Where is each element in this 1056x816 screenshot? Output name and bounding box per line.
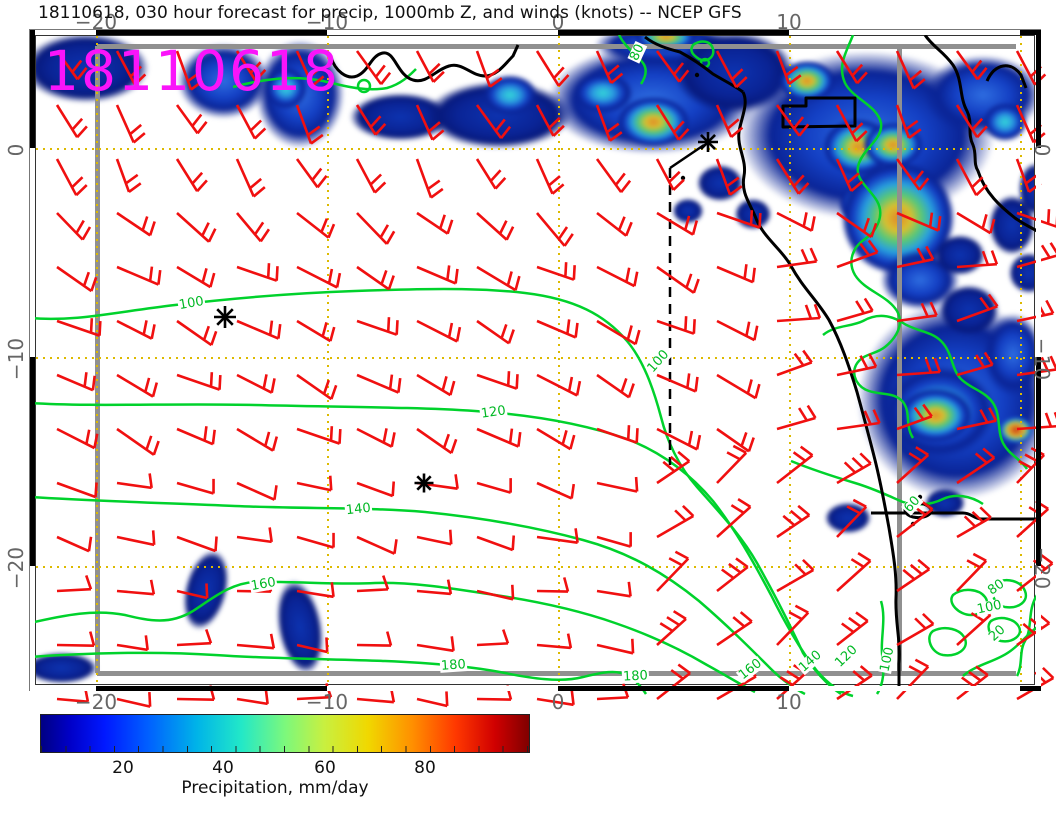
- precip-blob: [938, 284, 1000, 336]
- lon-tick-label-top: −20: [74, 10, 118, 34]
- precip-blob: [696, 164, 744, 202]
- figure-title: 18110618, 030 hour forecast for precip, …: [38, 3, 742, 23]
- lat-tick-label-left: 0: [4, 143, 28, 157]
- colorbar-title: Precipitation, mm/day: [181, 778, 369, 798]
- domain-boundary-line: [897, 46, 902, 673]
- frame-segment: [789, 30, 1020, 35]
- frame-segment: [558, 30, 789, 35]
- run-timestamp-overlay: 18110618: [44, 39, 340, 103]
- precip-blob: [672, 198, 704, 224]
- lon-tick-label-top: 10: [776, 10, 802, 34]
- frame-segment: [789, 686, 1020, 691]
- lat-tick-label-right: 0: [1030, 143, 1054, 157]
- precip-blob: [778, 60, 836, 102]
- precip-blob: [174, 543, 238, 637]
- colorbar-tick-label: 60: [314, 758, 336, 778]
- precip-blob: [824, 502, 872, 534]
- lon-tick-label-bottom: 10: [776, 690, 802, 714]
- precipitation-shading-layer: [36, 36, 1034, 684]
- colorbar-minor-ticks: [41, 746, 528, 752]
- lat-gridline: [36, 357, 1034, 359]
- lat-tick-label-right: −10: [1030, 337, 1054, 381]
- lat-gridline: [36, 566, 1034, 568]
- lon-gridline: [327, 36, 329, 684]
- precip-blob: [898, 388, 973, 443]
- frame-segment: [30, 357, 35, 566]
- frame-segment: [327, 686, 558, 691]
- lon-gridline: [789, 36, 791, 684]
- lat-tick-label-right: −20: [1030, 546, 1054, 590]
- frame-segment: [30, 30, 35, 148]
- domain-boundary-line: [97, 44, 1016, 49]
- lon-gridline: [558, 36, 560, 684]
- lon-tick-label-bottom: −10: [305, 690, 349, 714]
- precip-blob: [268, 574, 332, 680]
- lon-tick-label-top: −10: [305, 10, 349, 34]
- frame-segment: [327, 30, 558, 35]
- frame-segment: [1020, 686, 1041, 691]
- frame-segment: [30, 30, 96, 35]
- frame-segment: [96, 30, 327, 35]
- lon-tick-label-bottom: 0: [551, 690, 565, 714]
- colorbar-tick-label: 80: [414, 758, 436, 778]
- lat-tick-label-left: −20: [4, 546, 28, 590]
- precip-blob: [734, 198, 772, 230]
- precip-blob: [616, 96, 691, 148]
- lon-tick-label-top: 0: [551, 10, 565, 34]
- precip-blob: [481, 74, 539, 116]
- map-plot-area: [35, 35, 1035, 685]
- lat-gridline: [36, 148, 1034, 150]
- lon-tick-label-bottom: −20: [74, 690, 118, 714]
- precip-blob: [998, 416, 1034, 444]
- domain-boundary-line: [97, 671, 1016, 676]
- frame-segment: [30, 566, 35, 686]
- frame-segment: [1020, 30, 1041, 35]
- precip-blob: [36, 652, 99, 684]
- colorbar-tick-label: 20: [112, 758, 134, 778]
- lat-tick-label-left: −10: [4, 337, 28, 381]
- frame-segment: [30, 148, 35, 357]
- precip-blob: [924, 488, 966, 518]
- frame-segment: [96, 686, 327, 691]
- frame-segment: [558, 686, 789, 691]
- precip-blob: [934, 234, 986, 276]
- lon-gridline: [1020, 36, 1022, 684]
- lon-gridline: [96, 36, 98, 684]
- colorbar-tick-label: 40: [212, 758, 234, 778]
